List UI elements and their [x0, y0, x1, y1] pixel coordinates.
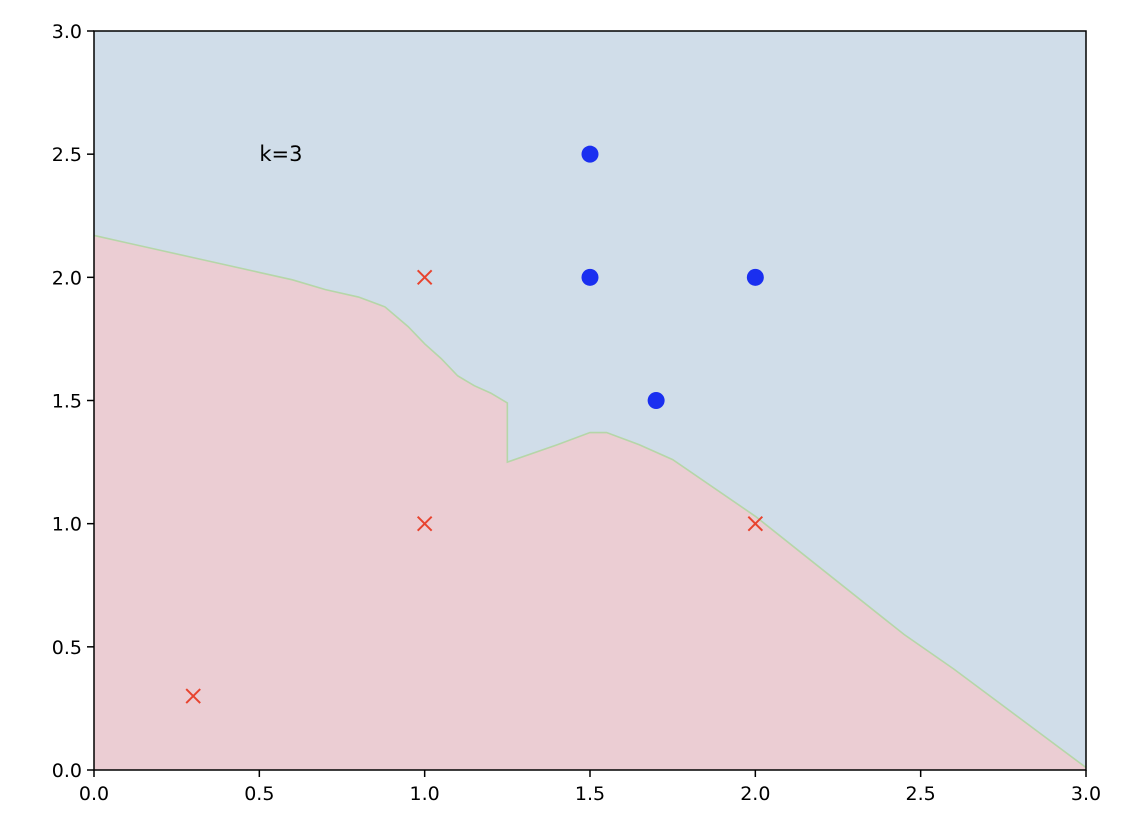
point-cross: [185, 688, 201, 704]
x-tick-label: 3.0: [1071, 783, 1101, 805]
point-cross: [416, 515, 433, 532]
point-cross: [416, 269, 433, 286]
point-circle: [647, 392, 665, 409]
cross-stroke: [185, 688, 201, 704]
lower-region: [94, 235, 1086, 770]
x-tick-label: 2.0: [740, 783, 770, 805]
x-tick-label: 0.5: [244, 783, 274, 805]
y-tick-label: 3.0: [52, 21, 82, 43]
x-tick-label: 0.0: [79, 783, 109, 805]
cross-stroke: [747, 515, 764, 532]
point-cross: [747, 515, 764, 532]
cross-stroke: [416, 269, 433, 286]
y-tick-label: 2.5: [52, 144, 82, 166]
y-tick-label: 0.5: [52, 637, 82, 659]
k-annotation: k=3: [259, 142, 302, 166]
y-tick-label: 1.5: [52, 391, 82, 413]
plot-area: [93, 30, 1087, 771]
y-tick-label: 2.0: [52, 267, 82, 289]
x-axis: 0.0 0.5 1.0 1.5 2.0 2.5 3.0: [79, 770, 1101, 805]
x-tick-label: 1.5: [575, 783, 605, 805]
point-circle: [746, 268, 764, 286]
x-tick-label: 1.0: [410, 783, 440, 805]
point-circle: [581, 268, 599, 286]
y-tick-label: 0.0: [52, 760, 82, 782]
y-tick-label: 1.0: [52, 514, 82, 536]
point-circle: [581, 145, 599, 163]
decision-boundary: [93, 234, 1087, 769]
y-axis: 0.0 0.5 1.0 1.5 2.0 2.5 3.0: [52, 21, 94, 782]
cross-stroke: [416, 515, 433, 532]
x-tick-label: 2.5: [906, 783, 936, 805]
